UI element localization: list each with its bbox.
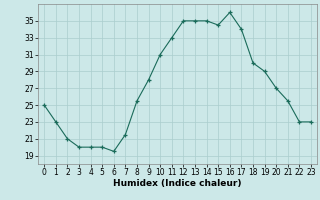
X-axis label: Humidex (Indice chaleur): Humidex (Indice chaleur) — [113, 179, 242, 188]
